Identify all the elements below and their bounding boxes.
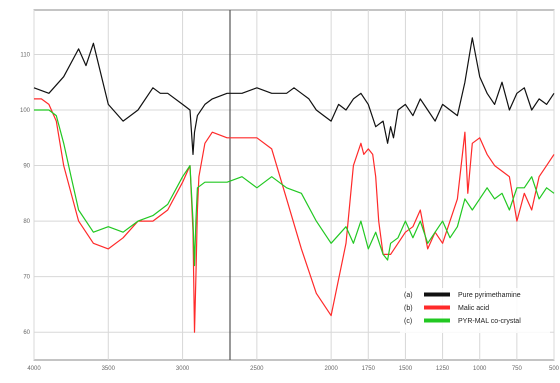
legend-label-tag: (b) [404,305,413,312]
legend-label-tag: (c) [404,318,412,325]
x-tick-label: 2000 [324,366,338,372]
y-tick-label: 60 [23,330,30,336]
tick-labels: 4000 3500 3000 2500 2000 1750 1500 1250 1000 750 5… [20,52,560,372]
legend-series-name: Malic acid [458,305,489,312]
x-tick-label: 500 [549,366,560,372]
x-tick-label: 750 [512,366,523,372]
x-tick-label: 1000 [473,366,487,372]
grid-lines [33,10,555,360]
y-tick-label: 100 [20,108,31,114]
x-tick-label: 3500 [102,366,116,372]
x-tick-label: 3000 [176,366,190,372]
x-tick-label: 1250 [436,366,450,372]
series-line-0 [33,37,555,155]
y-tick-label: 80 [23,219,30,225]
x-tick-label: 1500 [399,366,413,372]
series-line-1 [34,98,555,333]
x-tick-label: 2500 [250,366,264,372]
y-tick-label: 70 [23,275,30,281]
x-tick-label: 4000 [27,366,41,372]
legend-series-name: PYR-MAL co-crystal [458,318,521,325]
legend-series-name: Pure pyrimethamine [458,292,521,299]
y-tick-label: 90 [23,164,30,170]
y-tick-label: 110 [20,52,30,58]
series-layer [33,37,555,333]
legend: (a) Pure pyrimethamine (b) Malic acid (c) PYR… [400,288,550,333]
legend-label-tag: (a) [404,292,413,299]
series-line-2 [34,109,555,267]
x-tick-label: 1750 [362,366,376,372]
